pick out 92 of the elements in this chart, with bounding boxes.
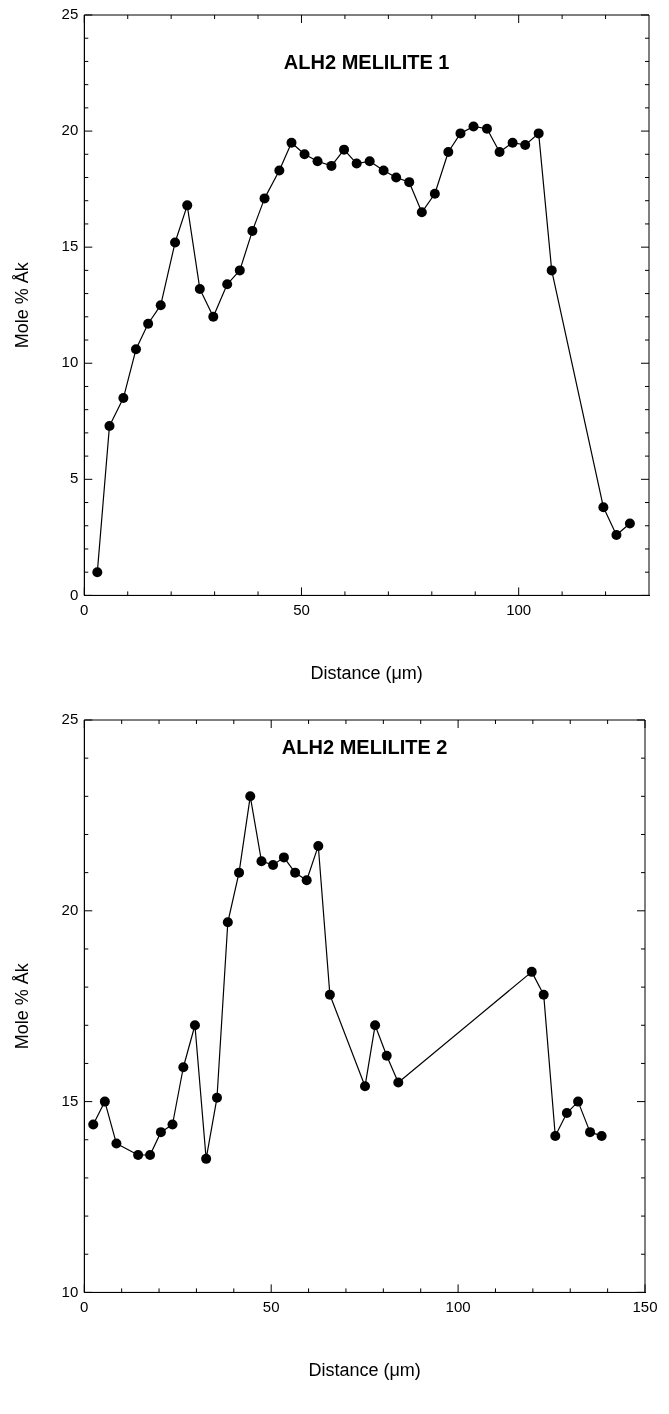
point — [455, 128, 466, 139]
y-tick-label: 20 — [61, 900, 79, 918]
point — [546, 265, 557, 276]
point — [404, 177, 415, 188]
point — [416, 207, 427, 218]
text: ALH2 MELILITE 1 — [283, 50, 450, 73]
point — [222, 279, 233, 290]
point — [339, 144, 350, 155]
y-tick-label: 10 — [61, 1282, 79, 1300]
point — [104, 420, 115, 431]
point — [364, 156, 375, 167]
y-axis-title: Mole % Åk — [11, 962, 32, 1050]
point — [256, 856, 267, 867]
point — [533, 128, 544, 139]
point — [178, 1062, 189, 1073]
y-tick-label: 25 — [61, 5, 79, 23]
point — [443, 146, 454, 157]
point — [520, 140, 531, 151]
point — [92, 567, 103, 578]
point — [526, 966, 537, 977]
point — [211, 1092, 222, 1103]
point — [189, 1020, 200, 1031]
point — [268, 860, 279, 871]
point — [301, 875, 312, 886]
x-tick-label: 100 — [506, 600, 532, 618]
point — [393, 1077, 404, 1088]
point — [324, 989, 335, 1000]
point — [201, 1153, 212, 1164]
point — [99, 1096, 110, 1107]
x-axis-title: Distance (μm) — [310, 663, 423, 684]
point — [278, 852, 289, 863]
y-tick-label: 5 — [69, 469, 79, 487]
point — [598, 502, 609, 513]
point — [130, 344, 141, 355]
point — [313, 840, 324, 851]
point — [111, 1138, 122, 1149]
point — [155, 300, 166, 311]
point — [481, 123, 492, 134]
point — [167, 1119, 178, 1130]
point — [143, 318, 154, 329]
point — [234, 867, 245, 878]
x-tick-label: 100 — [445, 1297, 471, 1315]
y-tick-label: 25 — [61, 710, 79, 728]
point — [611, 530, 622, 541]
point — [561, 1108, 572, 1119]
point — [596, 1130, 607, 1141]
y-tick-label: 10 — [61, 353, 79, 371]
x-tick-label: 50 — [293, 600, 310, 618]
point — [222, 917, 233, 928]
point — [208, 311, 219, 322]
point — [378, 165, 389, 176]
point — [274, 165, 285, 176]
y-tick-label: 20 — [61, 121, 79, 139]
point — [247, 225, 258, 236]
point — [550, 1130, 561, 1141]
point — [360, 1081, 371, 1092]
point — [585, 1127, 596, 1138]
point — [468, 121, 479, 132]
y-tick-label: 15 — [61, 1091, 79, 1109]
point — [429, 188, 440, 199]
point — [118, 393, 129, 404]
point — [507, 137, 518, 148]
point — [624, 518, 635, 529]
text: ALH2 MELILITE 2 — [281, 735, 448, 758]
point — [326, 160, 337, 171]
y-tick-label: 15 — [61, 237, 79, 255]
point — [391, 172, 402, 183]
point — [245, 791, 256, 802]
point — [170, 237, 181, 248]
point — [145, 1150, 156, 1161]
point — [290, 867, 301, 878]
point — [259, 193, 270, 204]
point — [573, 1096, 584, 1107]
point — [194, 283, 205, 294]
point — [88, 1119, 99, 1130]
y-tick-label: 0 — [69, 585, 79, 603]
point — [299, 149, 310, 160]
x-tick-label: 150 — [632, 1297, 658, 1315]
point — [351, 158, 362, 169]
point — [133, 1150, 144, 1161]
x-axis-title: Distance (μm) — [308, 1360, 421, 1381]
point — [381, 1050, 392, 1061]
point — [494, 146, 505, 157]
point — [370, 1020, 381, 1031]
point — [286, 137, 297, 148]
point — [312, 156, 323, 167]
point — [182, 200, 193, 211]
point — [155, 1127, 166, 1138]
point — [538, 989, 549, 1000]
x-tick-label: 50 — [262, 1297, 280, 1315]
y-axis-title: Mole % Åk — [11, 261, 32, 349]
point — [234, 265, 245, 276]
